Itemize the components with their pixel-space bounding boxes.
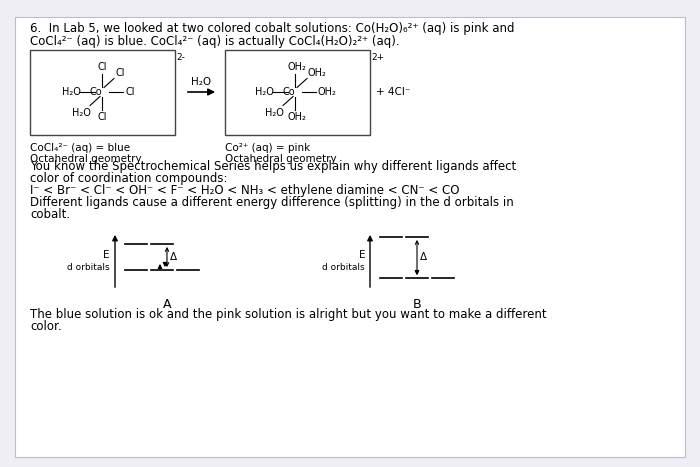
Text: H₂O: H₂O — [191, 77, 211, 87]
Text: Δ: Δ — [420, 253, 427, 262]
Text: Δ: Δ — [170, 252, 177, 262]
Text: H₂O: H₂O — [255, 87, 274, 97]
Text: d orbitals: d orbitals — [323, 262, 365, 271]
Text: You know the Spectrochemical Series helps us explain why different ligands affec: You know the Spectrochemical Series help… — [30, 160, 517, 173]
Text: Cl: Cl — [115, 68, 125, 78]
Text: H₂O: H₂O — [62, 87, 81, 97]
Bar — [30, 50, 175, 135]
Text: Octahedral geometry: Octahedral geometry — [30, 154, 141, 164]
Text: OH₂: OH₂ — [288, 112, 307, 122]
Text: Co: Co — [90, 87, 102, 97]
Text: OH₂: OH₂ — [318, 87, 337, 97]
Bar — [225, 50, 370, 135]
Text: H₂O: H₂O — [265, 108, 284, 118]
Text: OH₂: OH₂ — [308, 68, 327, 78]
Text: + 4Cl⁻: + 4Cl⁻ — [376, 87, 410, 97]
Text: CoCl₄²⁻ (aq) is blue. CoCl₄²⁻ (aq) is actually CoCl₄(H₂O)₂²⁺ (aq).: CoCl₄²⁻ (aq) is blue. CoCl₄²⁻ (aq) is ac… — [30, 35, 400, 48]
FancyBboxPatch shape — [15, 17, 685, 457]
Text: d orbitals: d orbitals — [67, 262, 110, 271]
Text: A: A — [162, 298, 172, 311]
Text: E: E — [104, 250, 110, 260]
Text: cobalt.: cobalt. — [30, 208, 70, 221]
Text: 2+: 2+ — [371, 53, 384, 62]
Text: Cl: Cl — [98, 62, 108, 72]
Text: Cl: Cl — [125, 87, 134, 97]
Text: Octahedral geometry: Octahedral geometry — [225, 154, 337, 164]
Text: 2-: 2- — [176, 53, 185, 62]
Text: E: E — [358, 250, 365, 260]
Text: Cl: Cl — [98, 112, 108, 122]
Text: I⁻ < Br⁻ < Cl⁻ < OH⁻ < F⁻ < H₂O < NH₃ < ethylene diamine < CN⁻ < CO: I⁻ < Br⁻ < Cl⁻ < OH⁻ < F⁻ < H₂O < NH₃ < … — [30, 184, 459, 197]
Text: OH₂: OH₂ — [288, 62, 307, 72]
Text: Different ligands cause a different energy difference (splitting) in the d orbit: Different ligands cause a different ener… — [30, 196, 514, 209]
Text: CoCl₄²⁻ (aq) = blue: CoCl₄²⁻ (aq) = blue — [30, 143, 130, 153]
Text: color of coordination compounds:: color of coordination compounds: — [30, 172, 228, 185]
Text: The blue solution is ok and the pink solution is alright but you want to make a : The blue solution is ok and the pink sol… — [30, 308, 547, 321]
Text: Co: Co — [283, 87, 295, 97]
Text: color.: color. — [30, 320, 62, 333]
Text: 6.  In Lab 5, we looked at two colored cobalt solutions: Co(H₂O)₆²⁺ (aq) is pink: 6. In Lab 5, we looked at two colored co… — [30, 22, 514, 35]
Text: B: B — [413, 298, 421, 311]
Text: Co²⁺ (aq) = pink: Co²⁺ (aq) = pink — [225, 143, 310, 153]
Text: H₂O: H₂O — [72, 108, 91, 118]
